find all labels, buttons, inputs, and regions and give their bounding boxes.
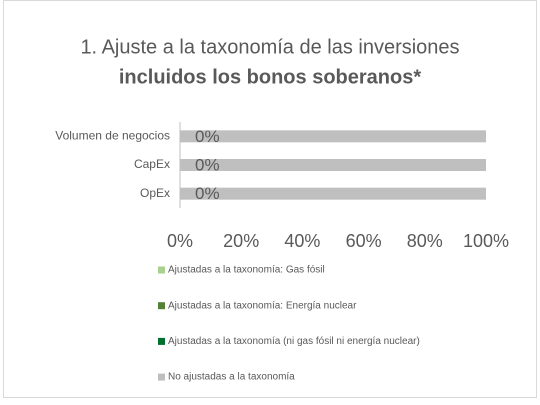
legend-swatch (158, 373, 165, 381)
x-tick-label: 20% (223, 231, 259, 251)
chart-title-bold: incluidos los bonos soberanos* (119, 66, 421, 88)
legend-label: Ajustadas a la taxonomía: Gas fósil (168, 265, 325, 276)
data-label: 0% (195, 155, 220, 174)
x-tick-label: 100% (463, 231, 509, 251)
x-tick-label: 40% (284, 231, 320, 251)
y-tick-label: CapEx (134, 157, 170, 171)
legend-swatch (158, 302, 165, 310)
legend-label: Ajustadas a la taxonomía: Energía nuclea… (168, 300, 357, 311)
legend-label: Ajustadas a la taxonomía (ni gas fósil n… (168, 336, 420, 347)
chart-title: 1. Ajuste a la taxonomía de las inversio… (80, 36, 459, 58)
bar-segment (180, 130, 486, 143)
x-tick-label: 60% (346, 231, 382, 251)
legend-label: No ajustadas a la taxonomía (168, 372, 295, 383)
x-tick-label: 0% (167, 231, 193, 251)
data-label: 0% (195, 184, 220, 203)
legend-swatch (158, 266, 165, 274)
legend-swatch (158, 337, 165, 345)
data-label: 0% (195, 127, 220, 146)
bar-segment (180, 187, 486, 200)
bar-segment (180, 159, 486, 171)
y-tick-label: Volumen de negocios (55, 129, 170, 143)
y-tick-label: OpEx (140, 186, 170, 200)
x-tick-label: 80% (407, 231, 443, 251)
